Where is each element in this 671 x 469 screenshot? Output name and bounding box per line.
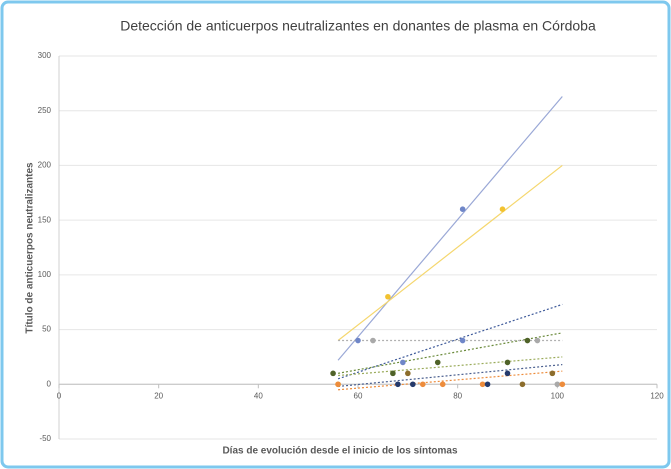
data-point (439, 381, 446, 388)
x-tick-label: 20 (154, 391, 163, 400)
x-tick-label: 120 (650, 391, 664, 400)
data-point (390, 370, 396, 377)
data-point (330, 370, 336, 377)
data-point (419, 381, 426, 388)
x-tick-label: 80 (453, 391, 462, 400)
x-axis-label: Días de evolución desde el inicio de los… (222, 446, 458, 457)
y-axis-label: Título de anticuerpos neutralizantes (25, 162, 36, 334)
data-point (400, 359, 406, 366)
x-tick-label: 0 (57, 391, 62, 400)
trendline (337, 303, 563, 380)
data-point (395, 381, 401, 388)
trendline (338, 370, 563, 391)
y-tick-label: 150 (38, 215, 52, 224)
trendline (337, 96, 563, 361)
y-tick-label: 0 (47, 379, 52, 388)
trendline (338, 363, 563, 388)
data-point (504, 370, 511, 377)
data-point (405, 370, 411, 377)
data-point (504, 359, 511, 366)
data-point (484, 381, 491, 388)
data-point (524, 337, 531, 344)
x-tick-label: 60 (354, 391, 363, 400)
data-point (370, 337, 376, 344)
x-tick-label: 40 (254, 391, 263, 400)
y-tick-label: 200 (38, 161, 52, 170)
y-tick-label: -50 (39, 434, 51, 443)
data-point (534, 337, 541, 344)
data-point (459, 206, 466, 212)
data-point (519, 381, 526, 388)
data-point (385, 293, 391, 300)
y-tick-label: 250 (38, 106, 52, 115)
trendline (337, 164, 563, 341)
data-point (459, 337, 466, 344)
chart-title: Detección de anticuerpos neutralizantes … (120, 18, 596, 34)
data-point (499, 206, 506, 212)
data-point (554, 381, 561, 388)
data-point (355, 337, 361, 344)
y-tick-label: 100 (38, 270, 52, 279)
data-point (410, 381, 416, 388)
data-point (479, 381, 486, 388)
y-tick-label: 300 (38, 51, 52, 60)
data-point (559, 381, 566, 388)
x-tick-label: 100 (551, 391, 565, 400)
data-point (549, 370, 556, 377)
data-point (335, 381, 341, 388)
y-tick-label: 50 (42, 325, 51, 334)
data-point (434, 359, 441, 366)
trendline (338, 356, 563, 377)
